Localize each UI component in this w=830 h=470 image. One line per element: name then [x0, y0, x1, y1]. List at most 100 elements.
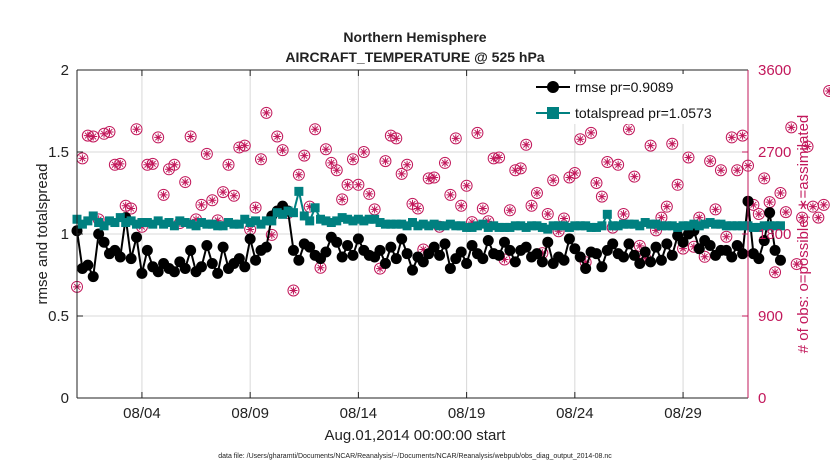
totalspread-point: [635, 221, 645, 231]
obs-assimilated-point: [700, 252, 709, 261]
rmse-point: [764, 207, 776, 219]
obs-possible-point: [682, 151, 695, 164]
obs-possible-point: [444, 188, 457, 201]
obs-possible-point: [785, 121, 798, 134]
obs-possible-point: [520, 138, 533, 151]
obs-assimilated-point: [798, 213, 807, 222]
rmse-point: [769, 244, 781, 256]
totalspread-point: [240, 214, 250, 224]
rmse-point: [185, 244, 197, 256]
totalspread-point: [646, 219, 656, 229]
totalspread-point: [440, 221, 450, 231]
obs-assimilated-point: [662, 202, 671, 211]
y-right-tick-label: 2700: [758, 144, 791, 161]
totalspread-point: [343, 214, 353, 224]
obs-possible-point: [249, 201, 262, 214]
obs-assimilated-point: [311, 125, 320, 134]
obs-possible-point: [671, 178, 684, 191]
rmse-point: [542, 236, 554, 248]
totalspread-point: [765, 221, 775, 231]
rmse-point: [87, 271, 99, 283]
obs-assimilated-point: [348, 155, 357, 164]
totalspread-point: [554, 221, 564, 231]
obs-assimilated-point: [208, 196, 217, 205]
obs-possible-point: [817, 198, 830, 211]
rmse-point: [731, 239, 743, 251]
obs-assimilated-point: [365, 189, 374, 198]
x-tick-label: 08/29: [664, 405, 702, 422]
legend-rmse-label: rmse pr=0.9089: [575, 79, 674, 95]
obs-possible-point: [644, 139, 657, 152]
obs-assimilated-point: [105, 127, 114, 136]
totalspread-point: [126, 216, 136, 226]
totalspread-point: [278, 209, 288, 219]
obs-assimilated-point: [630, 172, 639, 181]
obs-assimilated-point: [186, 132, 195, 141]
obs-possible-point: [801, 140, 814, 153]
obs-possible-point: [217, 186, 230, 199]
totalspread-point: [597, 221, 607, 231]
totalspread-point: [581, 221, 591, 231]
totalspread-point: [94, 218, 104, 228]
totalspread-point: [537, 222, 547, 232]
obs-possible-point: [292, 168, 305, 181]
rmse-point: [250, 254, 262, 266]
obs-possible-point: [336, 193, 349, 206]
obs-possible-point: [379, 155, 392, 168]
rmse-point: [195, 261, 207, 273]
totalspread-point: [218, 221, 228, 231]
obs-assimilated-point: [164, 165, 173, 174]
rmse-point: [401, 248, 413, 260]
totalspread-point: [353, 214, 363, 224]
rmse-point: [645, 256, 657, 268]
obs-assimilated-point: [289, 286, 298, 295]
totalspread-point: [348, 216, 358, 226]
totalspread-point: [570, 221, 580, 231]
obs-assimilated-point: [484, 217, 493, 226]
obs-assimilated-point: [668, 139, 677, 148]
totalspread-point: [380, 219, 390, 229]
rmse-point: [661, 238, 673, 250]
totalspread-point: [429, 219, 439, 229]
obs-assimilated-point: [327, 158, 336, 167]
totalspread-point: [711, 219, 721, 229]
axes: [76, 69, 749, 399]
totalspread-point: [299, 211, 309, 221]
obs-assimilated-point: [219, 188, 228, 197]
obs-possible-point: [704, 155, 717, 168]
obs-possible-point: [660, 200, 673, 213]
rmse-point: [563, 233, 575, 245]
obs-possible-point: [276, 144, 289, 157]
obs-assimilated-point: [716, 166, 725, 175]
data-file-footnote: data file: /Users/gharamti/Documents/NCA…: [218, 453, 612, 460]
rmse-point: [493, 249, 505, 261]
totalspread-point: [456, 221, 466, 231]
totalspread-point: [738, 221, 748, 231]
totalspread-point: [175, 216, 185, 226]
obs-assimilated-point: [408, 199, 417, 208]
x-axis-label: Aug.01,2014 00:00:00 start: [325, 427, 507, 444]
rmse-point: [607, 238, 619, 250]
totalspread-point: [483, 222, 493, 232]
obs-assimilated-point: [110, 160, 119, 169]
rmse-point: [596, 261, 608, 273]
obs-possible-point: [547, 174, 560, 187]
totalspread-point: [472, 221, 482, 231]
obs-possible-point: [617, 207, 630, 220]
obs-possible-point: [585, 126, 598, 139]
x-tick-label: 08/14: [340, 405, 378, 422]
obs-assimilated-point: [403, 160, 412, 169]
obs-assimilated-point: [532, 189, 541, 197]
y-right-tick-labels: 0 900 1800 2700 3600: [758, 62, 791, 407]
obs-assimilated-point: [738, 131, 747, 140]
obs-assimilated-point: [825, 86, 830, 95]
obs-possible-point: [438, 156, 451, 169]
totalspread-point: [575, 221, 585, 231]
rmse-point: [98, 236, 110, 248]
obs-assimilated-point: [83, 131, 92, 140]
rmse-point: [574, 251, 586, 263]
totalspread-point: [207, 219, 217, 229]
obs-assimilated-point: [641, 253, 650, 262]
obs-assimilated-point: [181, 178, 190, 187]
y-right-tick-label: 0: [758, 390, 766, 407]
